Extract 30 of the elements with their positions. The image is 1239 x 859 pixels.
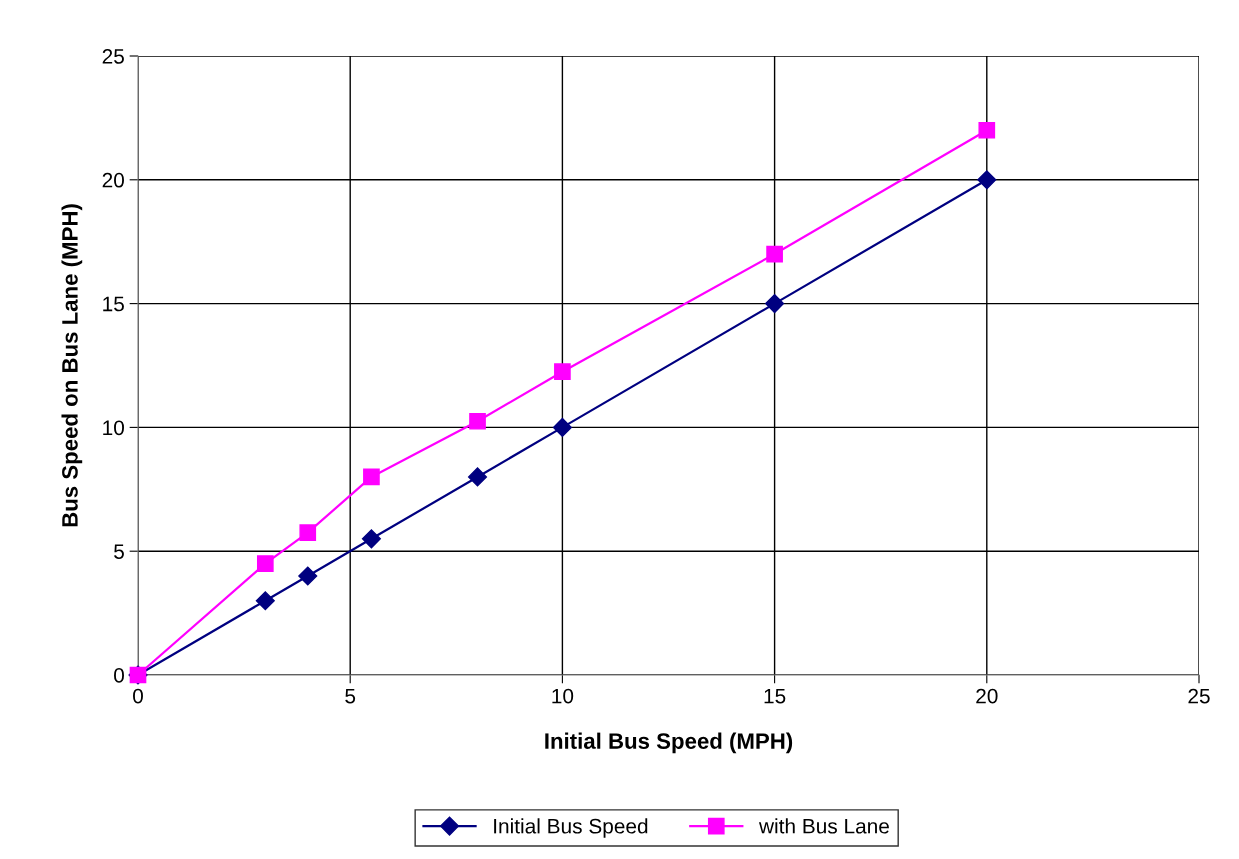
point xyxy=(467,467,488,487)
x-tick-label: 20 xyxy=(976,688,998,704)
point xyxy=(766,245,783,263)
x-tick-label: 0 xyxy=(133,688,143,704)
point xyxy=(256,555,274,572)
legend-label: with Bus Lane xyxy=(758,818,889,834)
point xyxy=(298,566,318,586)
point xyxy=(977,170,997,190)
point xyxy=(765,294,785,314)
point xyxy=(363,468,380,486)
point xyxy=(469,412,486,430)
x-tick-label: 10 xyxy=(552,688,574,704)
x-axis-title: Initial Bus Speed (MPH) xyxy=(545,732,793,754)
point xyxy=(255,591,275,611)
x-tick-label: 5 xyxy=(345,688,356,704)
point xyxy=(554,363,571,381)
y-tick-label: 5 xyxy=(114,544,124,559)
y-tick-label: 25 xyxy=(102,49,124,64)
point xyxy=(299,524,317,541)
point xyxy=(361,529,381,549)
y-tick-label: 0 xyxy=(114,668,124,683)
legend-label: Initial Bus Speed xyxy=(494,818,648,838)
point xyxy=(978,121,996,139)
y-tick-label: 15 xyxy=(103,296,124,312)
x-tick-label: 15 xyxy=(764,688,786,704)
point xyxy=(552,417,572,437)
y-tick-label: 10 xyxy=(103,420,124,436)
y-axis-title: Bus Speed on Bus Lane (MPH) xyxy=(61,204,83,527)
y-tick-label: 20 xyxy=(102,172,124,188)
x-tick-label: 25 xyxy=(1188,688,1210,704)
